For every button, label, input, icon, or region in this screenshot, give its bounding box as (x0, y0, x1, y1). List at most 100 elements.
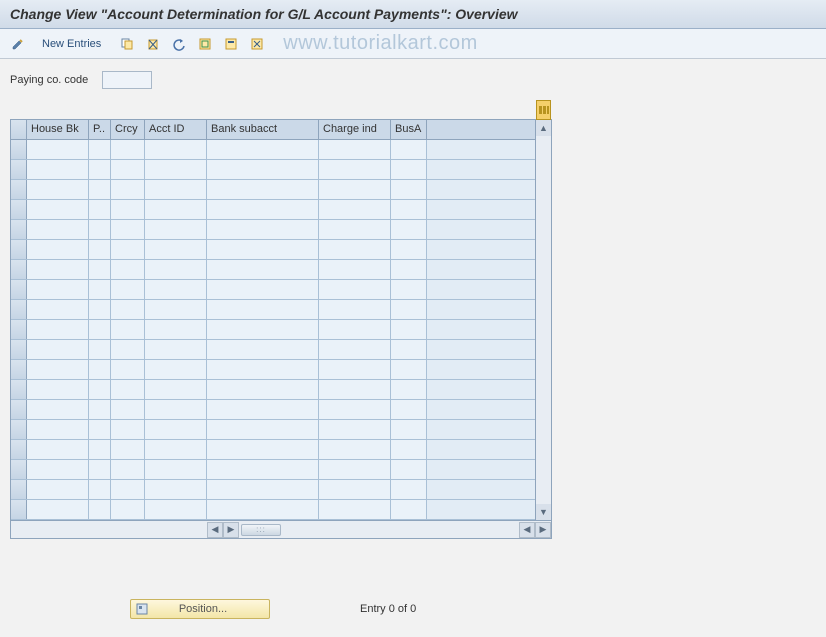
grid-cell[interactable] (391, 320, 427, 339)
grid-cell[interactable] (207, 320, 319, 339)
grid-cell[interactable] (391, 220, 427, 239)
column-header[interactable]: Acct ID (145, 120, 207, 139)
grid-cell[interactable] (145, 220, 207, 239)
grid-cell[interactable] (27, 260, 89, 279)
grid-cell[interactable] (319, 300, 391, 319)
column-header[interactable]: Bank subacct (207, 120, 319, 139)
grid-cell[interactable] (111, 260, 145, 279)
grid-cell[interactable] (207, 420, 319, 439)
grid-cell[interactable] (89, 440, 111, 459)
grid-cell[interactable] (111, 400, 145, 419)
grid-cell[interactable] (319, 500, 391, 519)
grid-cell[interactable] (391, 500, 427, 519)
grid-cell[interactable] (27, 180, 89, 199)
grid-cell[interactable] (111, 440, 145, 459)
grid-cell[interactable] (391, 340, 427, 359)
grid-cell[interactable] (145, 440, 207, 459)
row-selector[interactable] (11, 380, 27, 399)
grid-cell[interactable] (391, 460, 427, 479)
grid-cell[interactable] (27, 460, 89, 479)
grid-cell[interactable] (145, 420, 207, 439)
row-selector[interactable] (11, 340, 27, 359)
grid-cell[interactable] (207, 360, 319, 379)
delete-icon[interactable] (143, 34, 163, 54)
grid-cell[interactable] (391, 440, 427, 459)
grid-cell[interactable] (207, 380, 319, 399)
grid-cell[interactable] (207, 500, 319, 519)
grid-cell[interactable] (319, 260, 391, 279)
grid-cell[interactable] (89, 380, 111, 399)
grid-cell[interactable] (27, 340, 89, 359)
row-selector-header[interactable] (11, 120, 27, 139)
grid-cell[interactable] (391, 140, 427, 159)
grid-cell[interactable] (111, 360, 145, 379)
grid-cell[interactable] (319, 140, 391, 159)
grid-cell[interactable] (207, 180, 319, 199)
scroll-thumb[interactable]: ::: (241, 524, 281, 536)
grid-cell[interactable] (391, 360, 427, 379)
grid-cell[interactable] (145, 240, 207, 259)
grid-cell[interactable] (89, 240, 111, 259)
grid-cell[interactable] (319, 180, 391, 199)
grid-cell[interactable] (89, 340, 111, 359)
grid-cell[interactable] (89, 280, 111, 299)
grid-cell[interactable] (319, 160, 391, 179)
row-selector[interactable] (11, 400, 27, 419)
grid-cell[interactable] (111, 180, 145, 199)
grid-cell[interactable] (319, 380, 391, 399)
paying-co-code-input[interactable] (102, 71, 152, 89)
scroll-track[interactable] (536, 136, 551, 504)
scroll-left-end-icon[interactable]: ◀ (519, 522, 535, 538)
new-entries-button[interactable]: New Entries (36, 36, 107, 52)
grid-cell[interactable] (207, 160, 319, 179)
row-selector[interactable] (11, 500, 27, 519)
grid-cell[interactable] (89, 460, 111, 479)
grid-cell[interactable] (391, 400, 427, 419)
grid-cell[interactable] (207, 340, 319, 359)
vertical-scrollbar[interactable]: ▲ ▼ (535, 120, 551, 520)
grid-cell[interactable] (391, 260, 427, 279)
grid-cell[interactable] (145, 340, 207, 359)
grid-cell[interactable] (145, 200, 207, 219)
toggle-display-change-icon[interactable] (8, 34, 28, 54)
grid-cell[interactable] (27, 440, 89, 459)
grid-cell[interactable] (207, 300, 319, 319)
grid-cell[interactable] (27, 320, 89, 339)
grid-cell[interactable] (391, 380, 427, 399)
grid-cell[interactable] (89, 500, 111, 519)
grid-cell[interactable] (111, 320, 145, 339)
row-selector[interactable] (11, 300, 27, 319)
grid-cell[interactable] (207, 140, 319, 159)
row-selector[interactable] (11, 180, 27, 199)
configure-columns-icon[interactable] (536, 100, 551, 120)
row-selector[interactable] (11, 440, 27, 459)
grid-cell[interactable] (145, 500, 207, 519)
row-selector[interactable] (11, 260, 27, 279)
grid-cell[interactable] (111, 280, 145, 299)
grid-cell[interactable] (145, 460, 207, 479)
grid-cell[interactable] (207, 460, 319, 479)
grid-cell[interactable] (391, 200, 427, 219)
row-selector[interactable] (11, 220, 27, 239)
grid-cell[interactable] (391, 160, 427, 179)
grid-cell[interactable] (391, 420, 427, 439)
grid-cell[interactable] (27, 280, 89, 299)
grid-cell[interactable] (319, 480, 391, 499)
grid-cell[interactable] (319, 320, 391, 339)
grid-cell[interactable] (111, 300, 145, 319)
grid-cell[interactable] (319, 460, 391, 479)
grid-cell[interactable] (145, 400, 207, 419)
grid-cell[interactable] (111, 140, 145, 159)
scroll-left-icon[interactable]: ◀ (207, 522, 223, 538)
grid-cell[interactable] (111, 340, 145, 359)
row-selector[interactable] (11, 460, 27, 479)
grid-cell[interactable] (27, 420, 89, 439)
grid-cell[interactable] (145, 260, 207, 279)
grid-cell[interactable] (145, 140, 207, 159)
grid-cell[interactable] (207, 260, 319, 279)
select-block-icon[interactable] (221, 34, 241, 54)
scroll-up-icon[interactable]: ▲ (536, 120, 551, 136)
row-selector[interactable] (11, 420, 27, 439)
horizontal-scrollbar[interactable]: ◀ ▶ ::: ◀ ▶ (11, 520, 551, 538)
column-header[interactable]: P.. (89, 120, 111, 139)
